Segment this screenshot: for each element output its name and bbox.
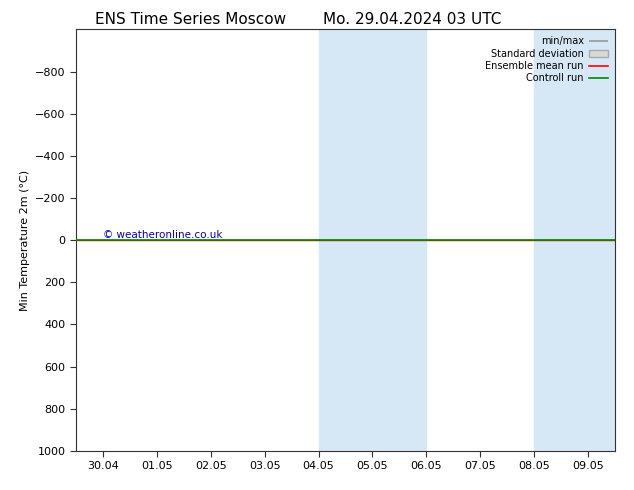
Bar: [534, 29, 634, 451]
Y-axis label: Min Temperature 2m (°C): Min Temperature 2m (°C): [20, 170, 30, 311]
Legend: min/max, Standard deviation, Ensemble mean run, Controll run: min/max, Standard deviation, Ensemble me…: [483, 34, 610, 85]
Text: © weatheronline.co.uk: © weatheronline.co.uk: [103, 230, 223, 240]
Text: Mo. 29.04.2024 03 UTC: Mo. 29.04.2024 03 UTC: [323, 12, 501, 27]
Text: ENS Time Series Moscow: ENS Time Series Moscow: [94, 12, 286, 27]
Bar: [319, 29, 426, 451]
